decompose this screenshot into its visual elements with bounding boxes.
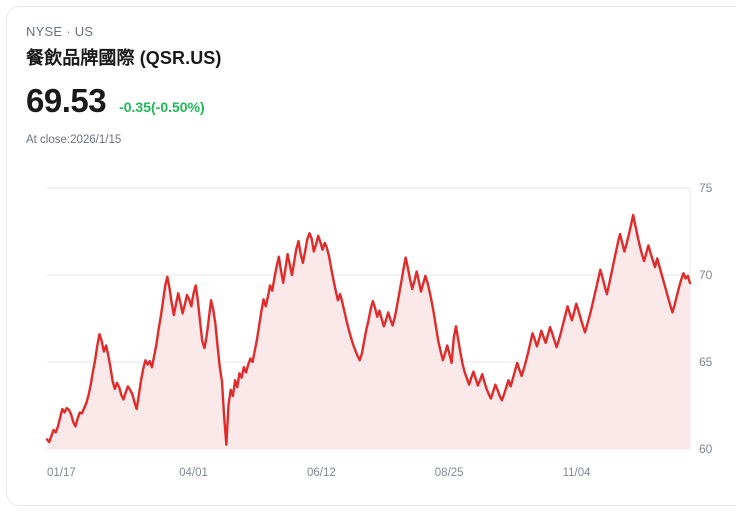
price-change: -0.35(-0.50%) — [119, 99, 205, 115]
chart-area-fill — [47, 214, 690, 449]
stock-quote-card: NYSE · US 餐飲品牌國際 (QSR.US) 69.53 -0.35(-0.5… — [6, 6, 736, 506]
y-axis-tick-label: 60 — [699, 442, 713, 456]
x-axis-tick-label: 01/17 — [47, 467, 76, 479]
price-chart-svg — [45, 187, 692, 450]
y-axis-tick-label: 70 — [699, 268, 713, 282]
chart-line — [45, 213, 692, 446]
x-axis-tick-label: 06/12 — [306, 467, 336, 479]
x-axis-tick-label: 08/25 — [434, 467, 464, 479]
current-price: 69.53 — [26, 82, 107, 119]
y-axis-tick-label: 75 — [699, 181, 713, 195]
exchange-region: US — [74, 24, 94, 39]
exchange-name: NYSE — [26, 24, 63, 39]
quote-header: NYSE · US 餐飲品牌國際 (QSR.US) 69.53 -0.35(-0.5… — [26, 23, 666, 148]
x-axis-tick-label: 11/04 — [562, 467, 591, 479]
exchange-line: NYSE · US — [26, 23, 666, 41]
page-title: 餐飲品牌國際 (QSR.US) — [26, 48, 222, 68]
close-timestamp: At close:2026/1/15 — [26, 134, 122, 146]
x-axis-tick-label: 04/01 — [179, 467, 208, 479]
price-chart[interactable]: 75 70 65 60 01/17 04/01 06/12 08/25 11/04 — [7, 175, 736, 485]
price-row: 69.53 -0.35(-0.50%) — [26, 82, 666, 120]
exchange-separator: · — [66, 24, 71, 39]
y-axis-tick-label: 65 — [699, 355, 713, 369]
